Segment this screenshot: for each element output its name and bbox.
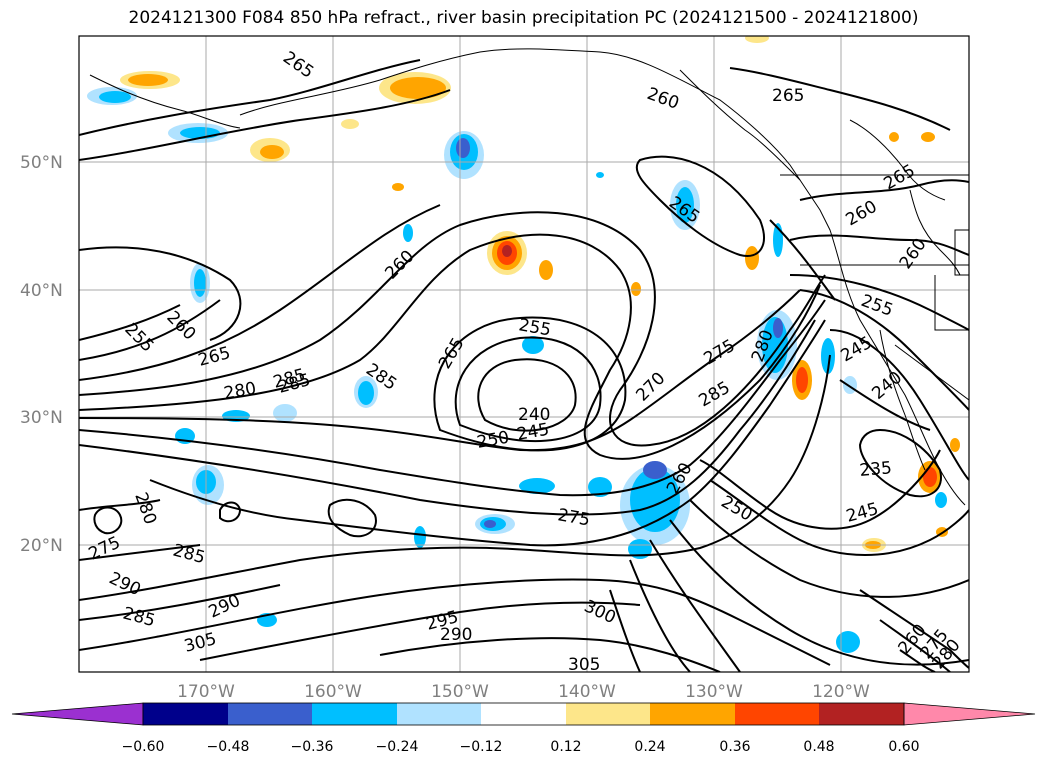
colorbar-tick: 0.24: [634, 739, 665, 755]
lon-label-140w: 140°W: [558, 682, 616, 702]
colorbar-segment: [481, 703, 566, 725]
patch-positive: [796, 367, 808, 393]
colorbar-segment: [735, 703, 819, 725]
patch-negative: [519, 478, 555, 494]
contour-label: 240: [518, 405, 550, 425]
contours: [79, 59, 969, 672]
patch-positive: [390, 77, 446, 99]
patch-negative: [628, 539, 652, 559]
patch-positive: [631, 282, 641, 296]
patch-negative: [596, 172, 604, 178]
colorbar-segment: [228, 703, 312, 725]
patch-positive: [745, 246, 759, 270]
patch-negative: [414, 526, 426, 548]
colorbar-extend-high: [903, 702, 1036, 726]
colorbar-tick: −0.24: [376, 739, 419, 755]
patch-negative: [630, 468, 680, 532]
patch-positive: [341, 119, 359, 129]
patch-negative: [588, 477, 612, 497]
patch-negative: [643, 461, 667, 479]
patch-negative: [484, 520, 496, 528]
colorbar-tick: 0.48: [803, 739, 834, 755]
patch-negative: [843, 376, 857, 394]
patch-positive: [128, 74, 168, 86]
colorbar-tick: −0.48: [207, 739, 250, 755]
patch-negative: [522, 336, 544, 354]
coastlines: [89, 48, 969, 506]
lon-label-130w: 130°W: [685, 682, 743, 702]
patch-negative: [194, 269, 206, 297]
colorbar-segment: [312, 703, 397, 725]
contour-label: 235: [859, 458, 893, 481]
patch-positive: [260, 145, 284, 159]
colorbar-segment: [397, 703, 481, 725]
patch-positive: [950, 438, 960, 452]
lat-label-40n: 40°N: [20, 281, 63, 301]
contour-label: 265: [772, 86, 804, 106]
patch-negative: [99, 91, 131, 103]
patch-negative: [676, 187, 694, 223]
colorbar-segment: [143, 703, 228, 725]
patch-positive: [889, 132, 899, 142]
patch-negative: [935, 492, 947, 508]
colorbar-tick: −0.12: [460, 739, 503, 755]
contour-label: 305: [568, 655, 600, 675]
colorbar-ticks: −0.60 −0.48 −0.36 −0.24 −0.12 0.12 0.24 …: [122, 739, 920, 755]
colorbar-tick: −0.60: [122, 739, 165, 755]
lon-label-160w: 160°W: [304, 682, 362, 702]
lat-label-50n: 50°N: [20, 153, 63, 173]
patch-negative: [358, 381, 374, 405]
gridlines: [79, 36, 969, 672]
contour-label: 290: [440, 625, 472, 645]
patch-positive: [539, 260, 553, 280]
lat-label-20n: 20°N: [20, 536, 63, 556]
map-panel: 265 260 265 265 260 265 260 255 260 265 …: [78, 35, 970, 675]
patch-negative: [403, 224, 413, 242]
patch-negative: [273, 404, 297, 422]
colorbar-tick: 0.36: [719, 739, 750, 755]
colorbar-segment: [650, 703, 735, 725]
patch-negative: [836, 631, 860, 653]
colorbar-tick: 0.60: [888, 739, 919, 755]
colorbar-segment: [566, 703, 650, 725]
patch-negative: [821, 338, 835, 374]
patch-positive: [921, 132, 935, 142]
patch-positive: [502, 245, 512, 257]
lon-label-150w: 150°W: [431, 682, 489, 702]
map-frame: [78, 35, 970, 673]
lon-label-120w: 120°W: [812, 682, 870, 702]
patch-positive: [392, 183, 404, 191]
colorbar: −0.60 −0.48 −0.36 −0.24 −0.12 0.12 0.24 …: [11, 702, 1036, 755]
colorbar-tick: 0.12: [550, 739, 581, 755]
colorbar-extend-low: [11, 702, 144, 726]
colorbar-segment: [819, 703, 904, 725]
longitude-labels: 170°W 160°W 150°W 140°W 130°W 120°W: [177, 682, 870, 702]
lat-label-30n: 30°N: [20, 408, 63, 428]
lon-label-170w: 170°W: [177, 682, 235, 702]
patch-positive: [745, 36, 769, 43]
latitude-labels: 50°N 40°N 30°N 20°N: [20, 153, 63, 556]
patch-positive: [923, 467, 937, 487]
patch-negative: [773, 318, 783, 338]
map-title: 2024121300 F084 850 hPa refract., river …: [128, 8, 919, 28]
precipitation-patches: [87, 36, 960, 653]
colorbar-tick: −0.36: [291, 739, 334, 755]
patch-negative: [456, 138, 470, 158]
